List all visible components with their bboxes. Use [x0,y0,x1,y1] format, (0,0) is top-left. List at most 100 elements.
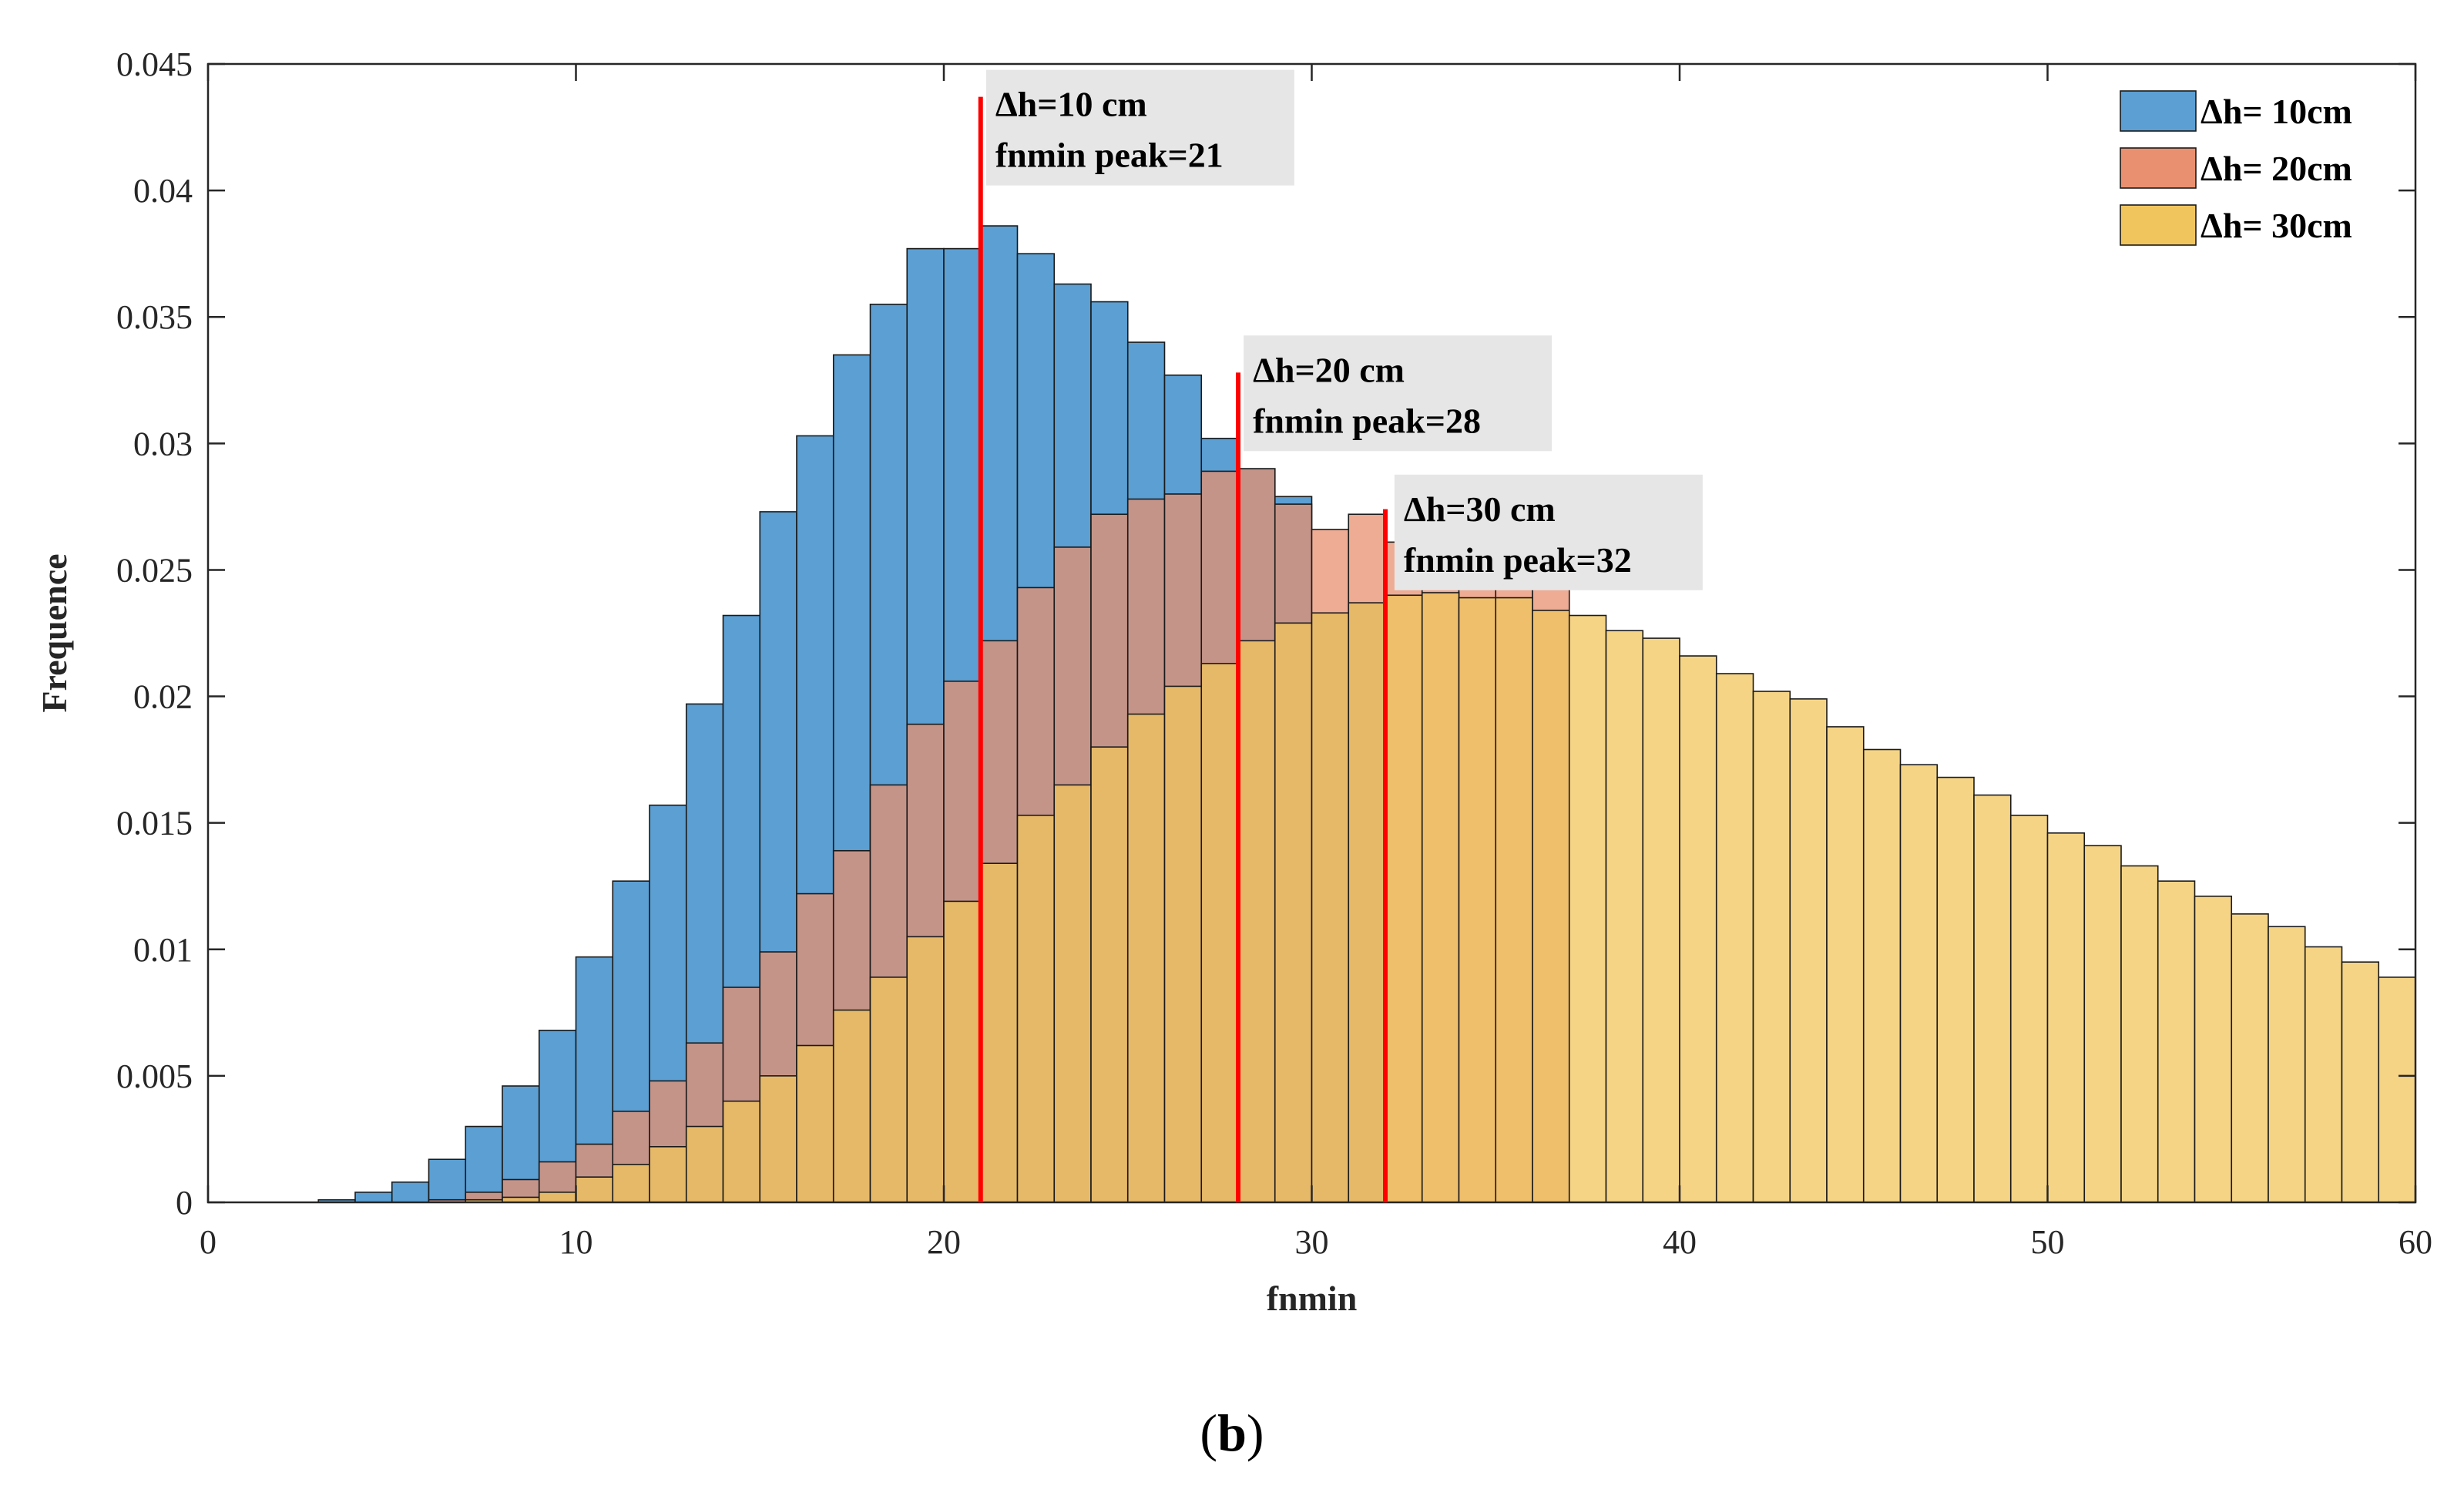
bar [612,1163,650,1203]
bar [2268,926,2306,1203]
bar [465,1125,503,1203]
bar [1421,592,1460,1203]
bar [979,862,1019,1203]
bar [1715,673,1754,1203]
legend-swatch [2120,204,2197,246]
bar [1862,748,1902,1203]
x-tick-labels: 0 10 20 30 40 50 60 [200,1223,2432,1261]
bar [1311,612,1350,1203]
bar [832,1009,871,1203]
bar [1936,776,1975,1203]
x-tick-label: 30 [1295,1223,1329,1261]
legend-item: Δh= 20cm [2120,147,2352,189]
bar [2194,896,2233,1203]
y-tick-label: 0.045 [116,45,193,83]
bar [1237,640,1276,1203]
x-tick-label: 10 [559,1223,593,1261]
peak-annotations: Δh=10 cm fnmin peak=21 Δh=20 cm fnmin peak=… [985,69,1703,590]
peak-annotation: Δh=30 cm fnmin peak=32 [1394,474,1703,590]
x-axis-title: fnmin [1267,1279,1358,1318]
annotation-box [1394,474,1703,590]
y-tick-label: 0.025 [116,551,193,589]
bar [759,1075,797,1203]
bar [1752,691,1791,1203]
bar [1605,630,1644,1203]
bar [906,936,945,1203]
annotation-line2: fnmin peak=32 [1404,540,1632,580]
legend-label: Δh= 10cm [2200,92,2352,131]
bar [722,1100,761,1203]
x-tick-label: 60 [2399,1223,2432,1261]
bar [649,1145,687,1203]
x-tick-label: 0 [200,1223,217,1261]
legend-swatch [2120,147,2197,189]
bar [391,1181,430,1203]
peak-annotation: Δh=20 cm fnmin peak=28 [1244,335,1553,452]
peak-annotation: Δh=10 cm fnmin peak=21 [985,69,1294,186]
bar [943,900,982,1203]
y-tick-label: 0.01 [133,931,193,969]
y-tick-label: 0.015 [116,805,193,842]
annotation-line1: Δh=10 cm [995,85,1147,124]
x-tick-label: 40 [1663,1223,1697,1261]
series-3-bars [465,592,2416,1203]
bar [2083,845,2122,1203]
y-tick-label: 0 [176,1184,193,1222]
bar [869,977,908,1203]
annotation-line2: fnmin peak=21 [995,136,1224,175]
bar [796,1044,834,1203]
bar [538,1192,577,1203]
bar [2009,815,2049,1203]
bar [1274,622,1313,1203]
bar [354,1192,393,1203]
bar [2046,832,2086,1203]
caption-label: b [1217,1404,1247,1462]
bar [1826,726,1865,1203]
caption-close-paren: ) [1246,1404,1264,1462]
annotation-box [985,69,1294,186]
y-tick-label: 0.035 [116,298,193,336]
bar [1642,637,1680,1203]
annotation-line1: Δh=30 cm [1404,489,1556,529]
subfigure-caption: (b) [0,1403,2464,1464]
bar [1385,594,1423,1203]
bar [575,1176,614,1203]
legend-item: Δh= 10cm [2120,90,2352,132]
bar [2304,946,2343,1203]
bar [1973,794,2012,1203]
x-tick-label: 20 [927,1223,961,1261]
y-axis-title: Frequence [35,553,74,712]
bar [1789,698,1828,1203]
histogram-bars [317,225,2416,1203]
caption-open-paren: ( [1200,1404,1218,1462]
bar [1458,597,1497,1203]
bar [2341,961,2380,1203]
bar [2120,865,2159,1203]
histogram-chart: Δh=10 cm fnmin peak=21 Δh=20 cm fnmin peak=… [35,45,2432,1318]
y-tick-label: 0.03 [133,425,193,462]
bar [1495,597,1533,1203]
bar [1200,663,1239,1203]
peak-lines [978,96,1388,1202]
y-tick-labels: 0 0.005 0.01 0.015 0.02 0.025 0.03 0.035 0.04 0.0… [116,45,193,1222]
bar [1163,685,1203,1203]
x-tick-label: 50 [2031,1223,2065,1261]
bar [1532,610,1570,1203]
bar [1899,764,1939,1203]
legend-swatch [2120,90,2197,132]
bar [2378,977,2416,1203]
legend: Δh= 10cm Δh= 20cm Δh= 30cm [2120,90,2352,246]
annotation-line1: Δh=20 cm [1253,350,1405,389]
y-tick-label: 0.04 [133,172,193,210]
bar [2157,880,2196,1203]
bar [1348,602,1386,1203]
legend-label: Δh= 20cm [2200,149,2352,188]
bar [1126,713,1166,1203]
bar [1679,655,1717,1203]
bar [428,1158,467,1203]
legend-label: Δh= 30cm [2200,206,2352,245]
y-tick-label: 0.005 [116,1057,193,1095]
bar [1016,815,1056,1203]
bar [1053,784,1092,1203]
bar [1090,746,1129,1203]
